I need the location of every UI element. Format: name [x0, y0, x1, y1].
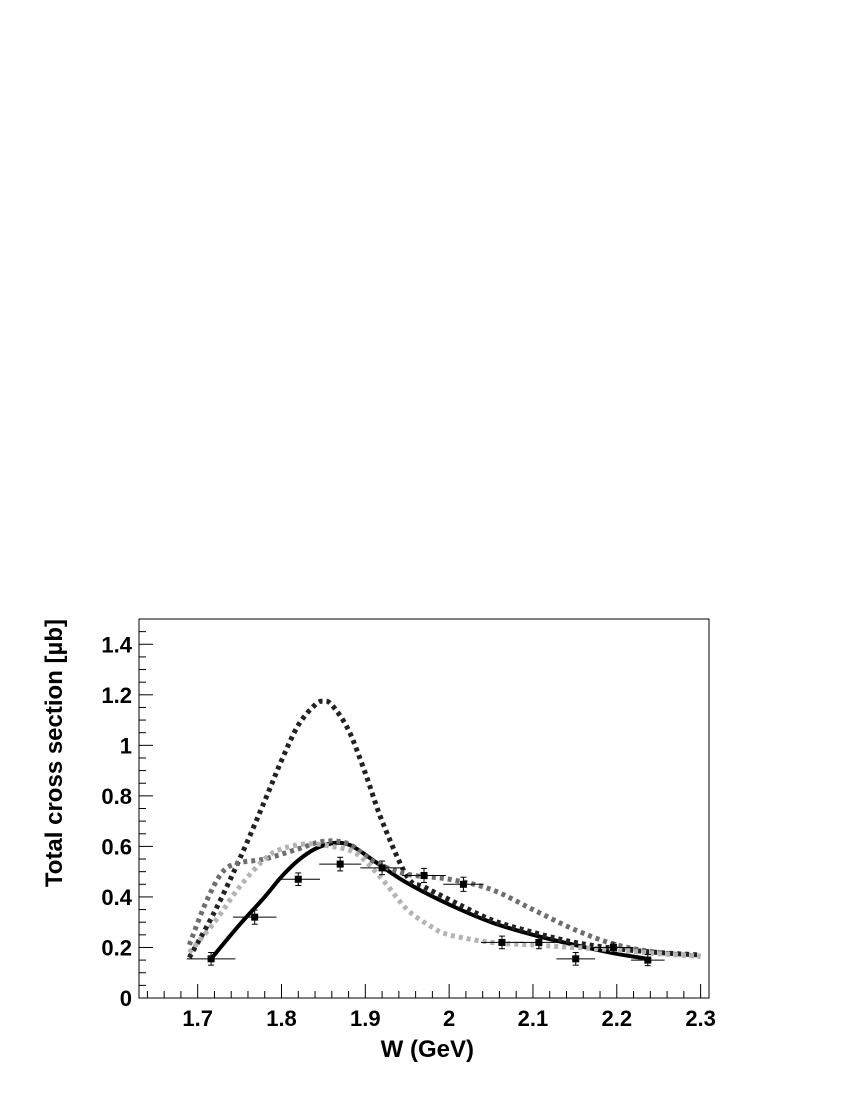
data-point	[556, 952, 595, 966]
square-marker	[420, 871, 428, 879]
y-tick-label: 0.6	[101, 834, 132, 859]
y-tick-label: 0.8	[101, 784, 132, 809]
data-points	[186, 856, 665, 967]
x-axis-label: W (GeV)	[381, 1036, 474, 1063]
y-axis: 0 0.2 0.4 0.6 0.8 1 1.2 1.4	[101, 618, 153, 1011]
model-curves	[186, 698, 701, 961]
square-marker	[535, 938, 543, 946]
data-point	[232, 909, 277, 925]
data-point	[593, 942, 634, 953]
model-curve-3	[186, 838, 701, 959]
square-marker	[336, 860, 344, 868]
model-curve-4	[187, 841, 701, 959]
data-point	[276, 872, 321, 887]
square-marker	[572, 955, 580, 963]
data-point	[319, 856, 362, 872]
x-tick-label: 2.2	[601, 1006, 632, 1031]
data-point	[360, 860, 404, 876]
data-point	[443, 876, 484, 892]
x-tick-label: 1.9	[350, 1006, 381, 1031]
y-axis-label: Total cross section [µb]	[41, 619, 68, 887]
y-tick-label: 0.2	[101, 935, 132, 960]
x-tick-label: 2	[443, 1006, 455, 1031]
data-point	[481, 935, 523, 950]
y-tick-label: 1	[120, 733, 132, 758]
square-marker	[498, 938, 506, 946]
y-tick-label: 0	[120, 986, 132, 1011]
model-curve-2	[187, 698, 701, 959]
square-marker	[378, 864, 386, 872]
square-marker	[459, 880, 467, 888]
y-tick-label: 0.4	[101, 885, 132, 910]
x-tick-label: 2.3	[685, 1006, 716, 1031]
square-marker	[251, 913, 259, 921]
square-marker	[207, 955, 215, 963]
square-marker	[644, 956, 652, 964]
y-tick-label: 1.2	[101, 683, 132, 708]
x-tick-label: 2.1	[518, 1006, 549, 1031]
x-tick-label: 1.8	[266, 1006, 297, 1031]
x-tick-label: 1.7	[182, 1006, 213, 1031]
data-point	[519, 935, 559, 950]
data-point	[402, 867, 446, 884]
square-marker	[609, 943, 617, 951]
x-axis: 1.7 1.8 1.9 2 2.1 2.2 2.3	[146, 984, 716, 1031]
data-point	[186, 952, 236, 966]
data-point	[631, 954, 665, 967]
square-marker	[294, 875, 302, 883]
y-tick-label: 1.4	[101, 632, 132, 657]
